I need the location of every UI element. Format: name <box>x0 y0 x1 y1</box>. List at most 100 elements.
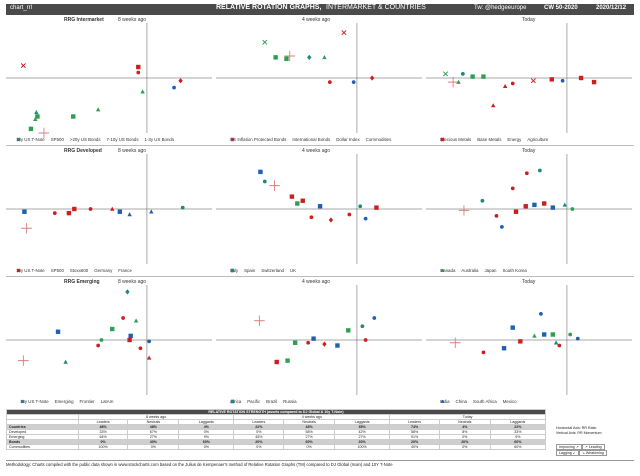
rrg-plot <box>426 23 632 133</box>
legend-item: International Bonds <box>230 137 331 142</box>
rrg-point <box>491 103 496 108</box>
rrg-point <box>254 315 265 327</box>
legend-label: Pacific <box>247 399 261 404</box>
panel-period: 4 weeks ago <box>302 148 331 154</box>
legend-item: Spain <box>230 268 256 273</box>
panel-period: Today <box>522 279 536 285</box>
legend-marker-shape <box>440 137 445 142</box>
row-divider <box>6 276 634 277</box>
legend-label: >20y US Bonds <box>69 137 101 142</box>
legend-label: South Africa <box>473 399 497 404</box>
rrg-point <box>311 336 316 341</box>
rrg-point <box>88 207 93 211</box>
legend-item: Mexico <box>441 399 517 404</box>
table-cell: 40% <box>389 444 440 450</box>
rrg-point <box>136 64 141 70</box>
rrg-point <box>541 201 547 206</box>
rrg-point <box>458 205 470 216</box>
legend-label: Agriculture <box>527 137 549 142</box>
legend-label: China <box>455 399 468 404</box>
panel-title: RRG Developed <box>64 148 102 154</box>
rrg-point <box>360 324 365 329</box>
calendar-week: CW 50-2020 <box>544 5 578 11</box>
rrg-point <box>372 316 377 320</box>
rrg-point <box>369 75 375 81</box>
panel-title: RRG Emerging <box>64 279 100 285</box>
rrg-point <box>480 198 485 203</box>
rrg-point <box>442 71 449 77</box>
rrg-point <box>127 212 132 217</box>
chart-tag: chart_rrl <box>10 5 33 11</box>
legend-marker <box>20 399 25 403</box>
rrg-point <box>96 343 101 348</box>
rrg-point <box>63 359 68 364</box>
legend-label: Australia <box>461 268 479 273</box>
panel-period: 8 weeks ago <box>118 148 147 154</box>
rrg-point <box>66 210 72 216</box>
panel-period: Today <box>522 17 536 23</box>
legend-label: International Bonds <box>292 137 331 142</box>
legend-item: South Africa <box>440 399 497 404</box>
legend-marker-shape <box>16 137 21 141</box>
rrg-panel-developed-2: Today Canada Australia Japan South Korea <box>426 148 632 276</box>
quadrant-key: Improving ↗ ↗ Leading Lagging ↙ ↘ Weakenin… <box>556 444 607 456</box>
rrg-point <box>125 289 130 295</box>
legend-label: 1-3y US Bonds <box>144 137 175 142</box>
rrg-point <box>127 337 132 343</box>
legend-label: 10y US T-Note <box>16 137 45 142</box>
panel-legend: 10y US T-Note SP500 >20y US Bonds 7-10y US … <box>16 137 174 142</box>
rrg-point <box>335 343 340 348</box>
rrg-plot <box>6 285 212 395</box>
rrg-point <box>20 63 26 69</box>
legend-label: US Inflation Protected Bonds <box>230 137 287 142</box>
rrg-point <box>460 72 465 76</box>
rrg-point <box>575 336 580 341</box>
rrg-point <box>328 217 334 223</box>
legend-item: China <box>440 399 468 404</box>
rrg-point <box>99 338 104 342</box>
rrg-point <box>317 204 323 209</box>
table-cell: 0% <box>233 444 285 450</box>
rrg-point <box>35 114 40 119</box>
legend-label: Spain <box>244 268 256 273</box>
table-cell: 100% <box>333 444 391 450</box>
legend-marker <box>441 269 444 272</box>
quad-weakening: ↘ Weakening <box>578 450 607 456</box>
rrg-point <box>274 359 279 365</box>
h-axis-label: Horizontal Axis: <box>556 426 581 430</box>
twitter-handle: Tw: @hedgeeurope <box>474 5 527 11</box>
legend-item: Agriculture <box>440 137 549 142</box>
rrg-point <box>513 209 519 214</box>
rrg-point <box>33 116 38 122</box>
rrg-point <box>138 346 143 351</box>
panel-period: 8 weeks ago <box>118 279 147 285</box>
rrg-point <box>180 205 185 210</box>
legend-label: Mexico <box>502 399 517 404</box>
legend-item: Frontier <box>21 399 95 404</box>
rrg-point <box>34 109 39 115</box>
legend-label: Commodities <box>365 137 392 142</box>
rrg-point <box>553 340 559 345</box>
rrg-point <box>258 169 263 175</box>
legend-item: Japan <box>440 268 496 273</box>
rrg-point <box>591 79 597 85</box>
legend-item: Germany <box>17 268 112 273</box>
rrg-panel-emerging-2: Today India China South Africa Mexico <box>426 279 632 407</box>
rrg-point <box>21 222 32 234</box>
rrg-point <box>269 180 280 191</box>
legend-item: Switzerland <box>230 268 284 273</box>
legend-item: US Inflation Protected Bonds <box>230 137 286 142</box>
legend-marker <box>230 268 235 273</box>
legend-label: Africa <box>230 399 242 404</box>
legend-marker-shape <box>441 269 444 272</box>
rrg-point <box>72 206 77 212</box>
legend-label: 10y US T-Note <box>16 268 45 273</box>
legend-item: France <box>16 268 132 273</box>
legend-marker-shape <box>441 400 444 403</box>
rrg-plot <box>426 285 632 395</box>
legend-marker-shape <box>16 268 21 273</box>
rrg-point <box>501 346 507 351</box>
rrg-point <box>136 70 141 75</box>
rrg-point <box>140 89 145 94</box>
legend-item: Energy <box>440 137 521 142</box>
